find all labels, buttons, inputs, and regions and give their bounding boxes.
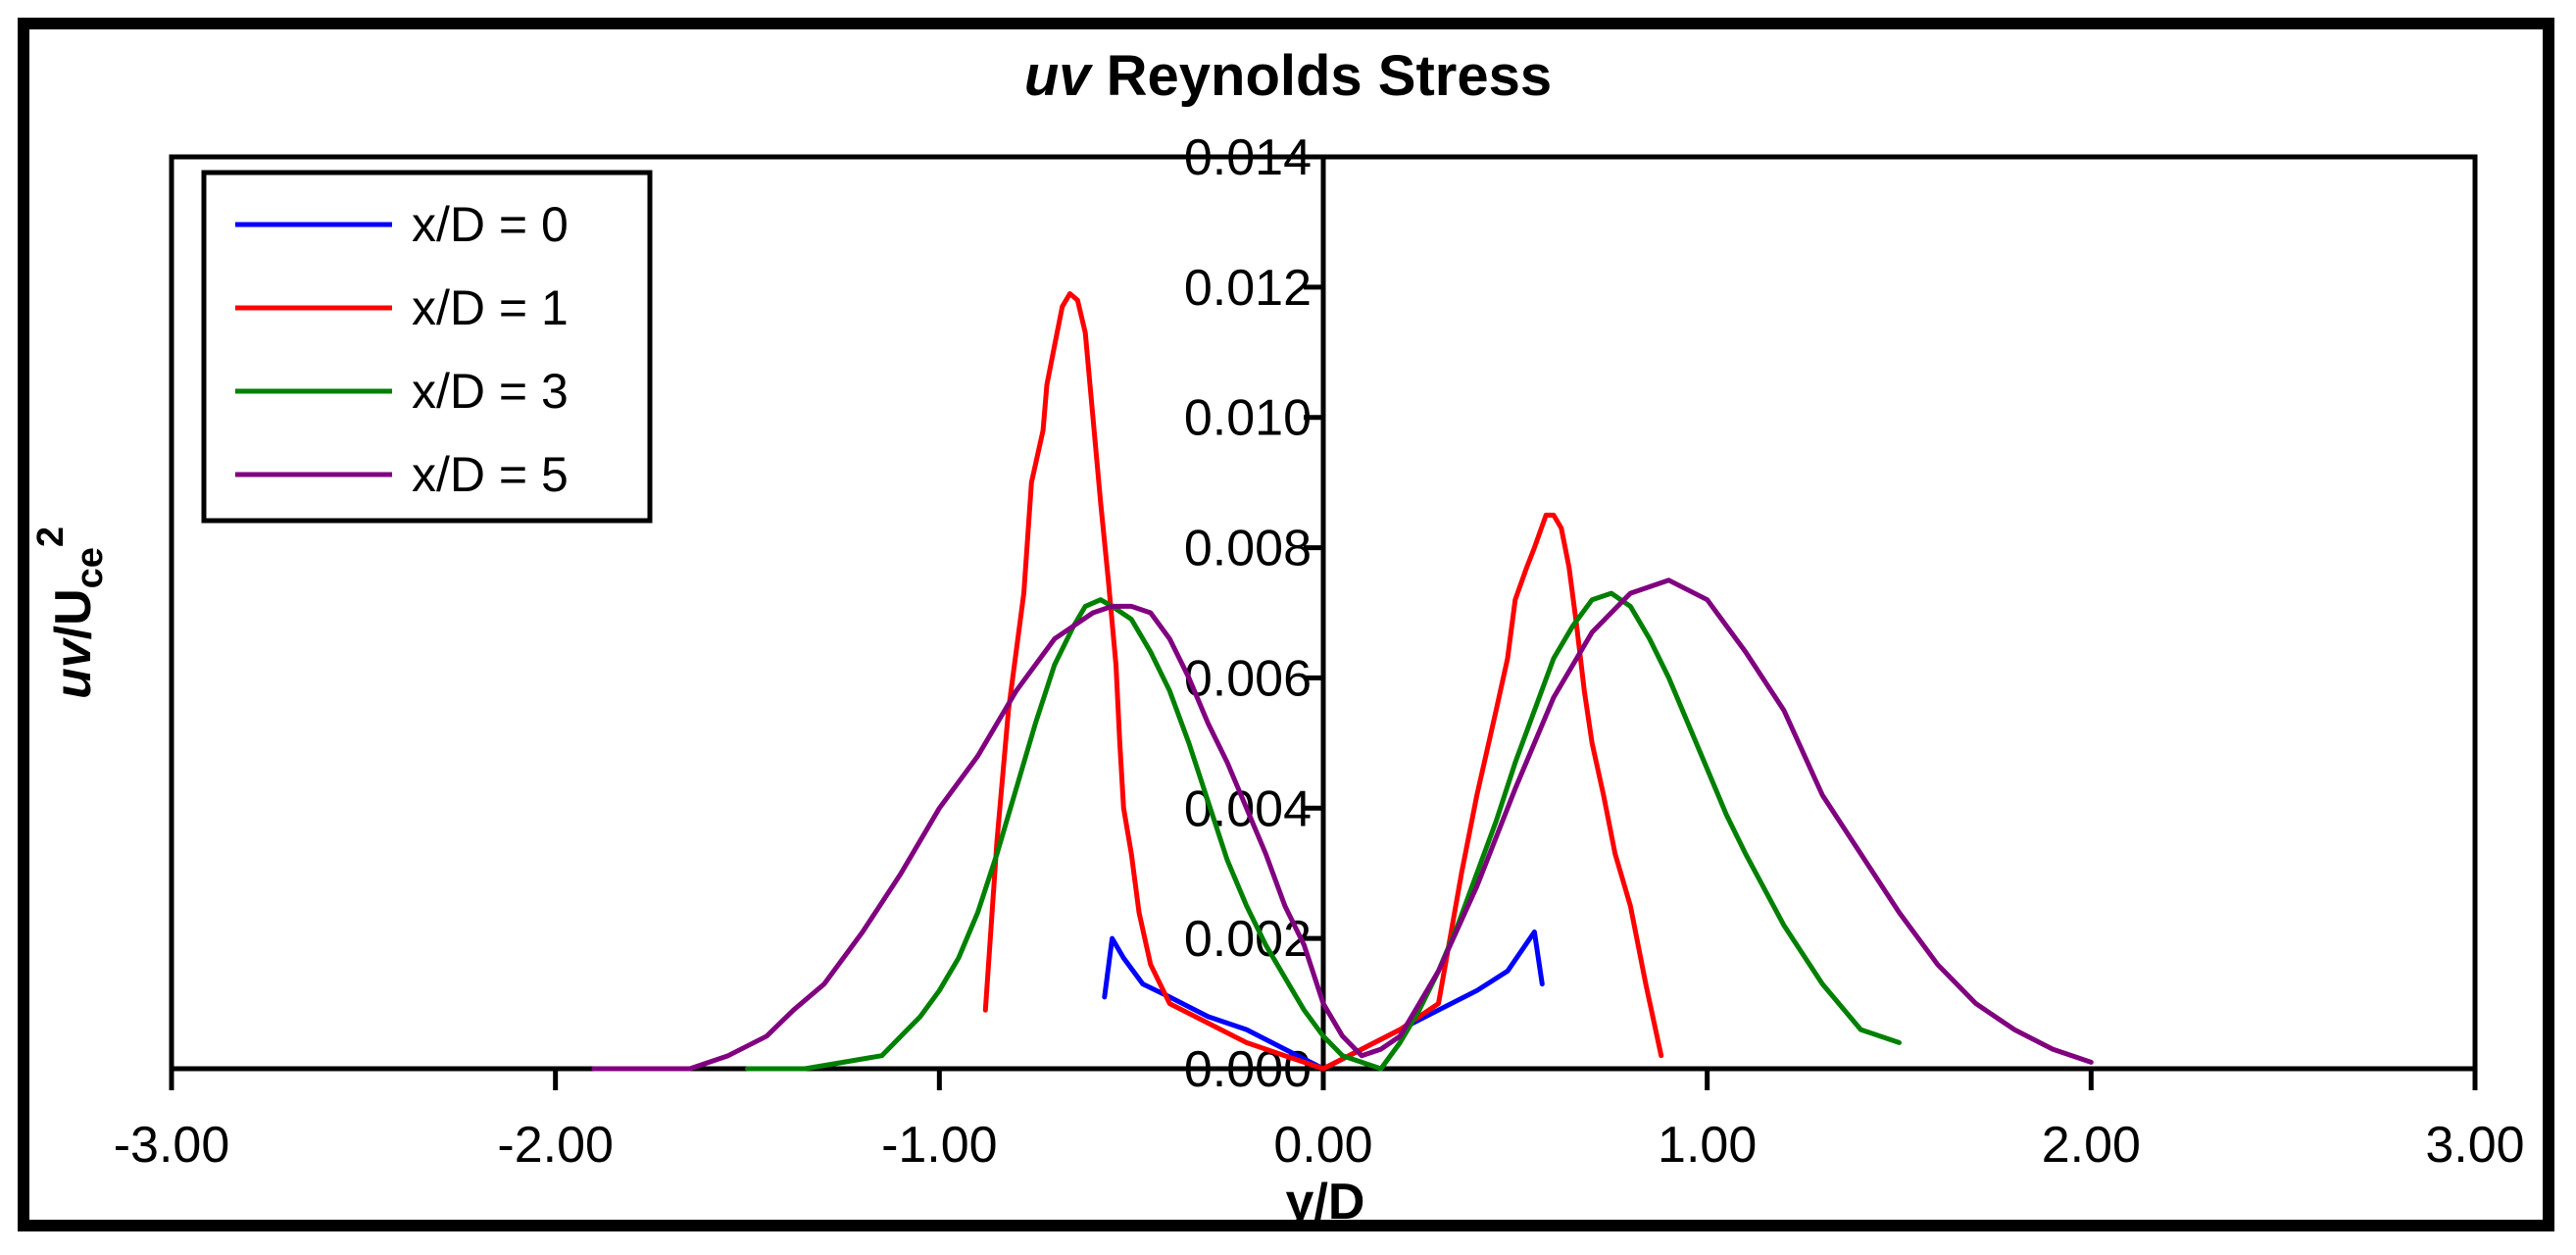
x-tick-label: 1.00	[1658, 1117, 1757, 1174]
y-tick-label: 0.006	[1184, 650, 1312, 707]
legend: x/D = 0 x/D = 1 x/D = 3 x/D = 5	[201, 170, 653, 524]
legend-label: x/D = 0	[412, 197, 569, 252]
y-tick-label: 0.014	[1184, 129, 1312, 186]
x-tick-label: -3.00	[114, 1117, 230, 1174]
chart-title-italic: uv	[1024, 44, 1093, 108]
x-tick-label: 0.00	[1273, 1117, 1372, 1174]
chart-title: uv Reynolds Stress	[1024, 44, 1552, 108]
y-tick-label: 0.012	[1184, 260, 1312, 317]
y-axis-label-sup: 2	[30, 527, 72, 547]
legend-box	[201, 170, 653, 524]
y-tick-label: 0.000	[1184, 1041, 1312, 1098]
chart-title-rest: Reynolds Stress	[1091, 44, 1553, 108]
x-tick-label: 2.00	[2042, 1117, 2141, 1174]
y-axis-label-italic: uv	[45, 636, 102, 699]
series-line-x-d-0	[1102, 929, 1545, 1072]
legend-label: x/D = 5	[412, 447, 569, 502]
x-axis-label: y/D	[1286, 1174, 1365, 1230]
legend-label: x/D = 1	[412, 280, 569, 335]
series-line-x-d-5	[591, 577, 2094, 1072]
series-line-x-d-1	[982, 291, 1664, 1072]
x-axis: -3.00 -2.00 -1.00 0.00 1.00 2.00 3.00	[114, 1066, 2525, 1174]
y-axis-label-sub: ce	[70, 547, 111, 588]
y-axis-label: uv/Uce2	[30, 527, 111, 699]
x-tick-label: -2.00	[497, 1117, 614, 1174]
legend-label: x/D = 3	[412, 364, 569, 419]
y-tick-label: 0.008	[1184, 521, 1312, 577]
series-line-x-d-3	[745, 590, 1902, 1072]
legend-items: x/D = 0 x/D = 1 x/D = 3 x/D = 5	[235, 197, 569, 502]
x-tick-label: 3.00	[2425, 1117, 2524, 1174]
series-lines	[591, 291, 2094, 1072]
y-tick-label: 0.010	[1184, 390, 1312, 447]
x-tick-label: -1.00	[881, 1117, 998, 1174]
y-axis-label-main: /U	[45, 588, 102, 639]
